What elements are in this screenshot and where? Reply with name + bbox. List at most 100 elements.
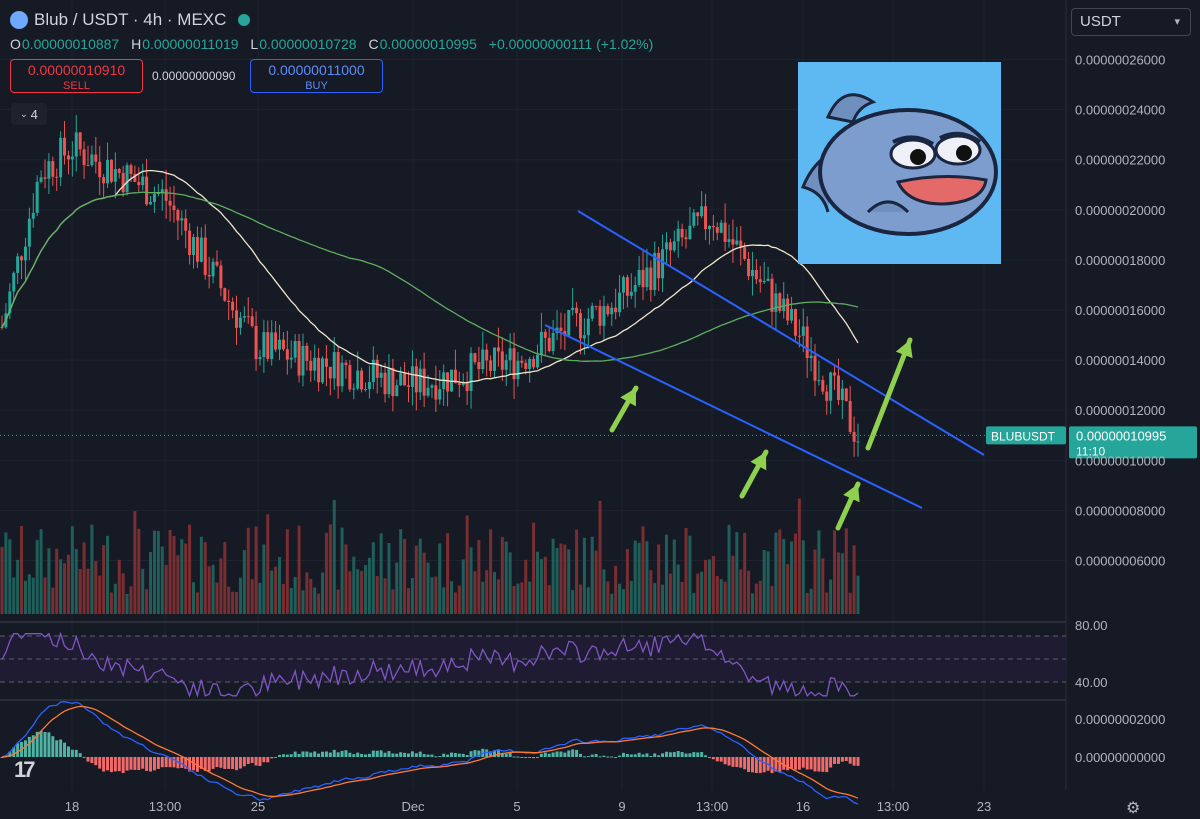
candle-body — [348, 365, 352, 390]
macd-histogram-bar — [797, 757, 801, 770]
volume-bar — [235, 591, 239, 614]
candle-body — [430, 385, 434, 388]
candle-body — [739, 240, 743, 248]
candle-body — [590, 305, 594, 319]
candle-body — [160, 189, 164, 193]
candle-body — [813, 355, 817, 381]
volume-bar — [489, 529, 493, 614]
macd-histogram-bar — [786, 757, 790, 771]
macd-histogram-bar — [633, 754, 637, 757]
macd-histogram-bar — [262, 757, 266, 763]
volume-bar — [207, 566, 211, 614]
macd-histogram-bar — [63, 742, 67, 757]
volume-bar — [657, 544, 661, 614]
currency-value: USDT — [1080, 13, 1121, 30]
macd-histogram-bar — [446, 754, 450, 757]
macd-histogram-bar — [770, 757, 774, 774]
macd-histogram-bar — [563, 752, 567, 757]
candle-body — [86, 165, 90, 167]
volume-bar — [102, 545, 106, 614]
candle-body — [375, 359, 379, 378]
volume-bar — [621, 589, 625, 614]
symbol-tag — [986, 426, 1066, 445]
volume-bar — [535, 551, 539, 614]
candle-body — [848, 401, 852, 432]
volume-bar — [496, 579, 500, 614]
volume-bar — [152, 530, 156, 614]
candle-body — [668, 242, 672, 251]
macd-histogram-bar — [137, 757, 141, 771]
candle-body — [571, 307, 575, 311]
macd-histogram-bar — [836, 757, 840, 764]
volume-bar — [35, 539, 39, 614]
candle-body — [645, 267, 649, 288]
macd-histogram-bar — [16, 743, 20, 757]
macd-histogram-bar — [614, 757, 618, 758]
buy-button[interactable]: 0.00000011000 BUY — [250, 59, 383, 93]
sell-button[interactable]: 0.00000010910 SELL — [10, 59, 143, 93]
macd-histogram-bar — [51, 736, 55, 757]
candle-body — [367, 382, 371, 390]
price-tick-label: 0.00000016000 — [1075, 303, 1165, 318]
candle-body — [215, 261, 219, 266]
macd-histogram-bar — [223, 757, 227, 769]
volume-bar — [145, 589, 149, 614]
volume-bar — [305, 572, 309, 614]
rsi-pane: 80.00 40.00 — [0, 618, 1108, 698]
candle-body — [192, 237, 196, 256]
macd-histogram-bar — [301, 751, 305, 757]
time-tick-label: Dec — [401, 799, 425, 814]
volume-bar — [797, 498, 801, 614]
volume-bar — [403, 538, 407, 614]
macd-histogram-bar — [750, 757, 754, 773]
candle-body — [90, 154, 94, 166]
candle-body — [164, 189, 168, 201]
volume-bar — [176, 555, 180, 614]
macd-histogram-bar — [442, 753, 446, 757]
macd-histogram-bar — [90, 757, 94, 764]
volume-bar — [59, 559, 63, 614]
symbol-header[interactable]: Blub / USDT · 4h · MEXC — [10, 10, 251, 30]
macd-histogram-bar — [160, 757, 164, 768]
candle-body — [223, 288, 227, 301]
candle-body — [31, 212, 35, 219]
macd-histogram-bar — [395, 753, 399, 757]
macd-histogram-bar — [293, 751, 297, 757]
indicators-toggle[interactable]: ⌄ 4 — [11, 103, 47, 125]
symbol-tag-label: BLUBUSDT — [991, 429, 1056, 443]
candle-body — [801, 326, 805, 336]
volume-bar — [90, 524, 94, 614]
tradingview-logo-icon[interactable]: 17 — [14, 757, 36, 782]
macd-histogram-bar — [199, 757, 203, 769]
macd-histogram-bar — [551, 752, 555, 757]
currency-select[interactable]: USDT ▾ — [1071, 8, 1191, 36]
channel-lower-line — [544, 324, 923, 509]
macd-histogram-bar — [719, 757, 723, 762]
ohlc-legend: O0.00000010887 H0.00000011019 L0.0000001… — [10, 36, 654, 52]
macd-histogram-bar — [575, 749, 579, 757]
gear-icon[interactable]: ⚙ — [1126, 800, 1141, 817]
volume-bar — [258, 582, 262, 614]
macd-histogram-bar — [840, 757, 844, 762]
candle-body — [117, 169, 121, 173]
volume-bar — [70, 526, 74, 614]
volume-bar — [844, 528, 848, 614]
volume-bar — [109, 592, 113, 614]
candle-body — [418, 368, 422, 393]
candle-body — [379, 372, 383, 378]
macd-histogram-bar — [594, 753, 598, 757]
volume-bar — [700, 571, 704, 614]
volume-bar — [23, 580, 27, 614]
volume-bar — [602, 569, 606, 614]
price-tick-label: 0.00000008000 — [1075, 503, 1165, 518]
candle-body — [63, 137, 67, 156]
volume-bar — [578, 584, 582, 614]
macd-histogram-bar — [774, 757, 778, 772]
volume-bar — [582, 537, 586, 614]
volume-bar — [348, 571, 352, 614]
macd-histogram-bar — [680, 752, 684, 757]
macd-histogram-bar — [238, 757, 242, 769]
macd-histogram-bar — [86, 757, 90, 762]
candle-body — [567, 310, 571, 336]
